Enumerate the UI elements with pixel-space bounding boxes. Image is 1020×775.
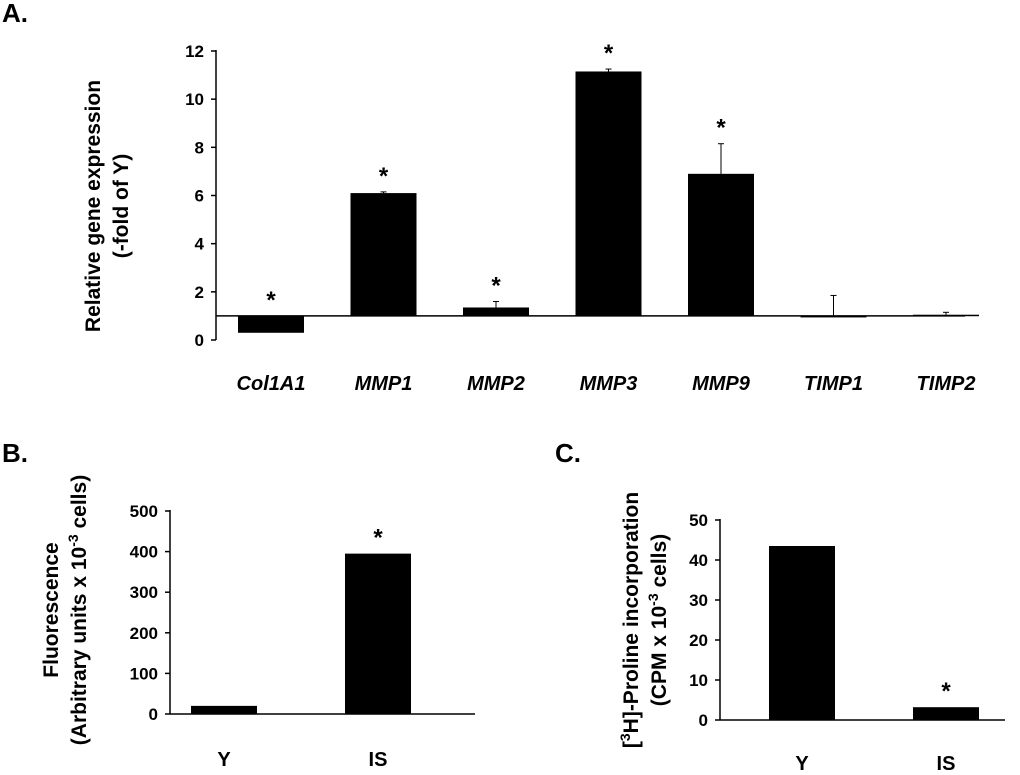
panel-c-ylabel-superscript: 3 xyxy=(617,733,633,741)
significance-star: * xyxy=(373,525,383,552)
bar xyxy=(345,553,411,714)
y-tick-label: 30 xyxy=(689,591,708,610)
panel-a-chart: A. Relative gene expression (-fold of Y)… xyxy=(2,0,979,395)
significance-star: * xyxy=(491,272,501,299)
y-tick-label: 2 xyxy=(195,283,204,302)
panel-b-ylabel-line1: Fluorescence xyxy=(40,542,63,677)
y-tick-label: 6 xyxy=(195,187,204,206)
y-tick-label: 300 xyxy=(130,583,158,602)
panel-a-label: A. xyxy=(2,0,28,28)
significance-star: * xyxy=(716,115,726,142)
bar xyxy=(238,315,304,333)
y-tick-label: 8 xyxy=(195,138,204,157)
panel-b-ylabel-part2: cells) xyxy=(68,475,91,535)
category-label: IS xyxy=(369,749,388,771)
y-tick-label: 12 xyxy=(185,42,204,61)
panel-b-label: B. xyxy=(2,438,28,468)
panel-b-chart: B. Fluorescence (Arbitrary units x 10-3 … xyxy=(2,438,475,771)
y-tick-label: 0 xyxy=(699,711,708,730)
y-tick-label: 20 xyxy=(689,631,708,650)
category-label: TIMP2 xyxy=(917,373,976,395)
y-tick-label: 0 xyxy=(149,705,158,724)
panel-c-ylabel-part2: H]-Proline incorporation xyxy=(620,492,643,734)
y-tick-label: 500 xyxy=(130,502,158,521)
panel-c-ylabel-part3: (CPM x 10 xyxy=(648,606,671,706)
bar xyxy=(688,173,754,316)
y-tick-label: 50 xyxy=(689,511,708,530)
y-tick-label: 40 xyxy=(689,551,708,570)
category-label: MMP3 xyxy=(580,373,638,395)
y-tick-label: 10 xyxy=(689,671,708,690)
panel-c-ylabel-line1: [3H]-Proline incorporation xyxy=(617,492,643,748)
category-label: TIMP1 xyxy=(804,373,863,395)
y-tick-label: 400 xyxy=(130,543,158,562)
y-tick-label: 200 xyxy=(130,624,158,643)
category-label: MMP1 xyxy=(355,373,413,395)
category-label: Y xyxy=(217,749,231,771)
panel-b-ylabel-exponent: -3 xyxy=(65,534,81,547)
y-tick-label: 4 xyxy=(195,235,205,254)
panel-c-ylabel-part4: cells) xyxy=(648,534,671,594)
bar xyxy=(191,705,257,714)
category-label: MMP9 xyxy=(692,373,751,395)
significance-star: * xyxy=(266,287,276,314)
panel-c-ylabel-exponent: -3 xyxy=(645,593,661,606)
bar xyxy=(769,546,835,720)
bar xyxy=(350,193,417,316)
y-tick-label: 100 xyxy=(130,664,158,683)
bar xyxy=(463,307,529,316)
significance-star: * xyxy=(604,40,614,67)
bar xyxy=(913,707,979,720)
category-label: MMP2 xyxy=(467,373,525,395)
significance-star: * xyxy=(941,678,951,705)
panel-c-ylabel-line2: (CPM x 10-3 cells) xyxy=(645,534,671,706)
panel-c-chart: C. [3H]-Proline incorporation (CPM x 10-… xyxy=(555,438,1005,775)
bar xyxy=(575,71,642,316)
category-label: IS xyxy=(937,753,956,775)
significance-star: * xyxy=(379,163,389,190)
panel-a-ylabel-line1: Relative gene expression xyxy=(82,80,105,332)
category-label: Y xyxy=(795,753,809,775)
category-label: Col1A1 xyxy=(237,373,306,395)
panel-b-ylabel-part1: (Arbitrary units x 10 xyxy=(68,547,91,745)
panel-c-label: C. xyxy=(555,438,581,468)
y-tick-label: 0 xyxy=(195,331,204,350)
panel-a-ylabel-line2: (-fold of Y) xyxy=(110,154,133,259)
panel-c-ylabel-part1: [ xyxy=(620,741,643,748)
y-tick-label: 10 xyxy=(185,90,204,109)
panel-b-ylabel-line2: (Arbitrary units x 10-3 cells) xyxy=(65,475,91,745)
